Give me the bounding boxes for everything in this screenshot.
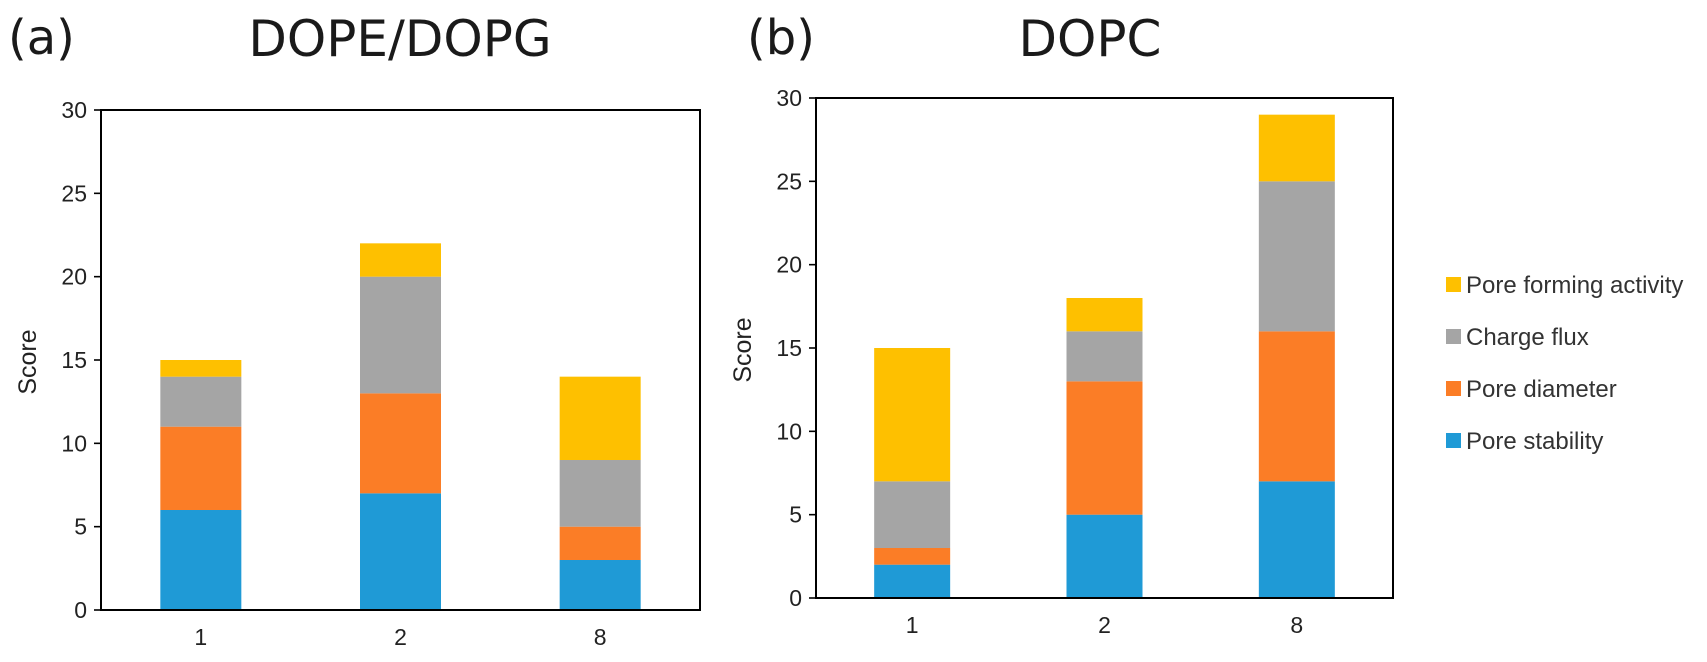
panel-a-y-tick-label-0: 0 [74, 597, 87, 623]
panel-b-bar-1-pore-diameter [874, 548, 951, 565]
panel-b-plot-area: 1 2 8 0 5 10 15 20 25 30 [776, 85, 1394, 638]
panel-b-bar-8-pore-stability [1258, 481, 1335, 598]
panel-a-y-tick-label-30: 30 [61, 97, 87, 123]
legend: Pore forming activity Charge flux Pore d… [1446, 272, 1683, 455]
panel-b-bar-1-pore-forming-activity [874, 348, 951, 482]
panel-a-title: DOPE/DOPG [248, 10, 551, 68]
panel-a-y-tick-label-25: 25 [61, 180, 87, 206]
panel-b-x-tick-label-8: 8 [1290, 612, 1303, 638]
panel-a-x-tick-label-8: 8 [594, 624, 607, 650]
panel-b-plot-frame [815, 97, 1394, 599]
panel-a-bar-8-pore-forming-activity [559, 376, 641, 460]
panel-a-bar-1-pore-diameter [160, 426, 242, 510]
panel-a-y-tick-label-5: 5 [74, 514, 87, 540]
panel-b-title: DOPC [1019, 10, 1162, 68]
panel-b-bar-8-pore-diameter [1258, 331, 1335, 482]
panel-b-x-tick-label-2: 2 [1098, 612, 1111, 638]
panel-b: (b) DOPC Score 1 2 8 0 5 10 15 20 25 30 [729, 10, 1394, 638]
panel-a-bar-2-charge-flux [360, 276, 441, 394]
panel-a-plot-area: 1 2 8 0 5 10 15 20 25 30 [61, 97, 701, 650]
panel-b-y-tick-label-10: 10 [776, 418, 802, 444]
panel-b-bar-2-pore-forming-activity [1066, 298, 1143, 332]
panel-b-bar-2-pore-stability [1066, 514, 1143, 598]
panel-a-y-axis-label: Score [14, 329, 42, 394]
panel-b-bar-8-pore-forming-activity [1258, 114, 1335, 182]
panel-a-x-tick-label-1: 1 [194, 624, 207, 650]
panel-b-y-tick-label-25: 25 [776, 168, 802, 194]
legend-swatch-pore-diameter [1446, 381, 1461, 396]
panel-a-bar-2-pore-diameter [360, 393, 441, 494]
legend-swatch-pore-forming-activity [1446, 277, 1461, 292]
panel-a-y-tick-label-10: 10 [61, 430, 87, 456]
panel-b-y-tick-label-15: 15 [776, 335, 802, 361]
panel-b-bar-8-charge-flux [1258, 181, 1335, 332]
panel-a-plot-frame [100, 109, 701, 611]
panel-b-label: (b) [747, 10, 815, 66]
legend-label-pore-diameter: Pore diameter [1466, 376, 1617, 403]
panel-a: (a) DOPE/DOPG Score 1 2 8 0 5 10 15 20 25 30 [8, 10, 701, 650]
panel-b-bar-2-pore-diameter [1066, 381, 1143, 515]
panel-b-y-tick-label-20: 20 [776, 252, 802, 278]
legend-swatch-charge-flux [1446, 329, 1461, 344]
panel-b-y-tick-label-30: 30 [776, 85, 802, 111]
legend-label-pore-stability: Pore stability [1466, 428, 1603, 455]
legend-label-charge-flux: Charge flux [1466, 324, 1589, 351]
panel-b-bar-1-pore-stability [874, 564, 951, 598]
panel-b-y-axis-label: Score [729, 317, 757, 382]
panel-b-bar-1-charge-flux [874, 481, 951, 548]
panel-b-y-tick-label-5: 5 [789, 502, 802, 528]
panel-b-x-tick-label-1: 1 [906, 612, 919, 638]
panel-a-bar-2-pore-forming-activity [360, 243, 441, 277]
panel-a-label: (a) [8, 10, 75, 66]
panel-a-bar-1-charge-flux [160, 376, 242, 427]
panel-b-y-tick-label-0: 0 [789, 585, 802, 611]
panel-a-y-tick-label-20: 20 [61, 264, 87, 290]
legend-swatch-pore-stability [1446, 433, 1461, 448]
panel-a-bar-8-pore-stability [559, 560, 641, 610]
panel-a-bar-8-pore-diameter [559, 526, 641, 560]
panel-a-bar-1-pore-forming-activity [160, 360, 242, 377]
panel-a-bar-1-pore-stability [160, 510, 242, 610]
panel-a-y-tick-label-15: 15 [61, 347, 87, 373]
panel-a-bar-2-pore-stability [360, 493, 441, 610]
legend-label-pore-forming-activity: Pore forming activity [1466, 272, 1683, 299]
panel-a-x-tick-label-2: 2 [394, 624, 407, 650]
panel-b-bar-2-charge-flux [1066, 331, 1143, 382]
panel-a-bar-8-charge-flux [559, 460, 641, 527]
